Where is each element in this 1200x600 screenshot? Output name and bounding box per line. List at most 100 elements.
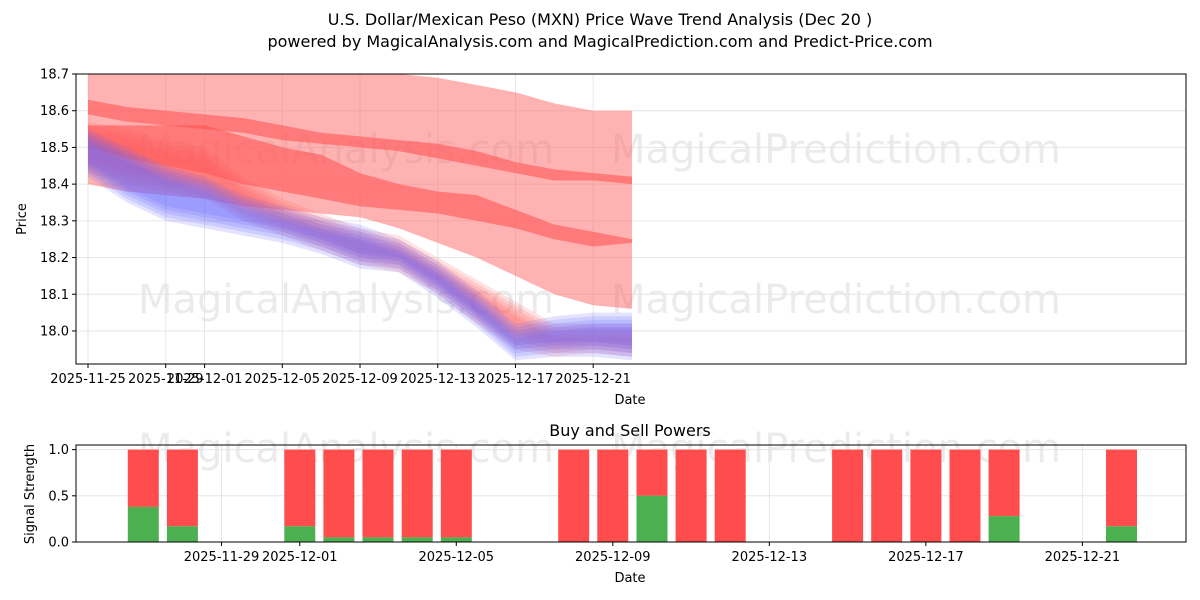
signal-bar-2025-12-16 [871, 449, 903, 542]
bottom-y-ticks: 0.0 0.5 1.0 [48, 443, 76, 551]
buy-power-bar [362, 537, 394, 542]
sell-power-bar [440, 449, 472, 538]
price-band [88, 125, 632, 346]
sell-power-bar [636, 449, 668, 496]
sell-power-bar [832, 449, 864, 542]
signal-bar-2025-12-15 [832, 449, 864, 542]
sell-power-bar [362, 449, 394, 538]
x-tick-label: 2025-12-17 [888, 550, 964, 565]
x-tick-label: 2025-11-25 [50, 372, 126, 387]
buy-power-bar [166, 526, 198, 542]
price-band [88, 125, 632, 247]
watermark-text: MagicalPrediction.com [611, 127, 1061, 173]
signal-bar-2025-12-17 [910, 449, 942, 542]
buy-power-bar [636, 495, 668, 542]
price-band [88, 136, 632, 357]
buy-power-bar [323, 537, 355, 542]
top-y-ticks: 18.0 18.1 18.2 18.3 18.4 18.5 18.6 18.7 [40, 68, 76, 339]
signal-bar-2025-12-08 [558, 449, 590, 542]
price-band [88, 129, 632, 346]
buy-power-bar [127, 506, 159, 542]
signal-bar-2025-12-22 [1106, 449, 1137, 542]
x-tick-label: 2025-12-05 [419, 550, 495, 565]
price-band [88, 143, 632, 361]
sell-power-bar [675, 449, 707, 542]
sell-power-bar [401, 449, 433, 538]
signal-bar-2025-12-04 [401, 449, 433, 542]
y-tick-label: 1.0 [48, 443, 69, 458]
sell-power-bar [988, 449, 1020, 517]
signal-bar-2025-12-01 [284, 449, 316, 542]
bottom-x-ticks: 2025-11-29 2025-12-01 2025-12-05 2025-12-09… [184, 542, 1120, 565]
y-tick-label: 0.5 [48, 489, 69, 504]
watermark-text: MagicalAnalysis.com [138, 277, 554, 323]
buy-power-bar [440, 537, 472, 542]
y-tick-label: 18.5 [40, 141, 69, 156]
x-tick-label: 2025-12-21 [555, 372, 631, 387]
buy-power-bar [284, 526, 316, 542]
price-wave-panel: MagicalAnalysis.com MagicalPrediction.co… [15, 68, 1187, 408]
sell-power-bar [166, 449, 198, 527]
y-tick-label: 18.4 [40, 178, 69, 193]
y-tick-label: 18.1 [40, 288, 69, 303]
x-tick-label: 2025-12-17 [478, 372, 554, 387]
buy-sell-panel: Buy and Sell Powers MagicalAnalysis.com … [23, 421, 1187, 586]
top-plot-frame [75, 73, 1187, 365]
sell-power-bar [597, 449, 629, 542]
chart-title-line1: U.S. Dollar/Mexican Peso (MXN) Price Wav… [328, 10, 872, 29]
signal-bar-2025-12-18 [949, 449, 981, 542]
x-tick-label: 2025-12-09 [322, 372, 398, 387]
x-tick-label: 2025-11-29 [128, 372, 204, 387]
x-tick-label: 2025-12-09 [575, 550, 651, 565]
price-band [88, 132, 632, 353]
buy-power-bar [1106, 526, 1137, 542]
signal-bar-2025-12-02 [323, 449, 355, 542]
signal-bar-2025-12-10 [636, 449, 668, 542]
sell-power-bar [284, 449, 316, 527]
bottom-x-axis-label: Date [614, 571, 645, 586]
price-bands [88, 74, 632, 361]
sell-power-bar [323, 449, 355, 538]
sell-power-bar [910, 449, 942, 542]
series-price-wave-red [88, 121, 632, 357]
series-price-wave-blue [88, 129, 632, 361]
sell-power-bar [558, 449, 590, 542]
bottom-chart-title: Buy and Sell Powers [549, 421, 711, 440]
sell-power-bar [127, 449, 159, 507]
signal-bar-2025-12-09 [597, 449, 629, 542]
buy-power-bar [401, 537, 433, 542]
buy-power-bar [988, 516, 1020, 542]
signal-bar-2025-12-19 [988, 449, 1020, 542]
sell-power-bar [949, 449, 981, 542]
x-tick-label: 2025-11-29 [184, 550, 260, 565]
y-tick-label: 18.3 [40, 214, 69, 229]
signal-bar-2025-11-27 [127, 449, 159, 542]
sell-power-bar [871, 449, 903, 542]
y-tick-label: 0.0 [48, 536, 69, 551]
bottom-plot-frame [75, 444, 1187, 543]
price-band [88, 129, 632, 350]
x-tick-label: 2025-12-01 [262, 550, 338, 565]
top-x-axis-label: Date [614, 393, 645, 408]
price-band [88, 136, 632, 353]
sell-power-bar [1106, 449, 1137, 527]
x-tick-label: 2025-12-01 [167, 372, 243, 387]
series-sell-wave-upper [88, 99, 632, 185]
price-band [88, 140, 632, 357]
signal-bar-2025-12-03 [362, 449, 394, 542]
signal-bars [127, 449, 1137, 542]
sell-power-bar [714, 449, 746, 542]
y-tick-label: 18.0 [40, 324, 69, 339]
y-tick-label: 18.2 [40, 251, 69, 266]
x-tick-label: 2025-12-13 [732, 550, 808, 565]
price-band [88, 99, 632, 185]
chart-title-line2: powered by MagicalAnalysis.com and Magic… [267, 32, 932, 51]
signal-bar-2025-12-12 [714, 449, 746, 542]
price-band [88, 132, 632, 350]
price-band [88, 121, 632, 342]
y-tick-label: 18.7 [40, 68, 69, 83]
x-tick-label: 2025-12-13 [400, 372, 476, 387]
x-tick-label: 2025-12-05 [245, 372, 321, 387]
